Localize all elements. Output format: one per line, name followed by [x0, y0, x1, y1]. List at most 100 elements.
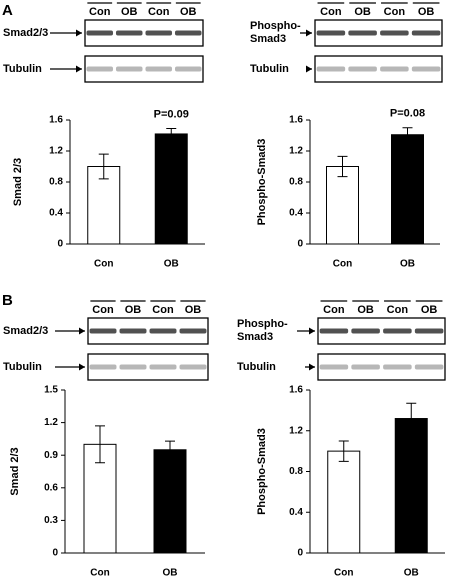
y-tick-label: 1.6 — [289, 385, 303, 396]
blot-row-label: Tubulin — [237, 360, 276, 373]
band — [380, 30, 409, 36]
y-tick-label: 1.6 — [289, 115, 303, 126]
y-tick-label: 0.4 — [289, 507, 303, 518]
band — [414, 364, 444, 370]
arrow-head — [76, 29, 82, 37]
blot-row-label: Smad2/3 — [3, 26, 49, 39]
band — [414, 328, 444, 334]
y-tick-label: 0.4 — [49, 208, 63, 219]
lane-label: OB — [121, 6, 138, 18]
band — [316, 66, 346, 72]
y-tick-label: 0.8 — [49, 177, 63, 188]
y-tick-label: 0 — [297, 239, 303, 250]
error-bar — [402, 127, 413, 143]
band — [119, 328, 147, 334]
lane-label: OB — [354, 6, 371, 18]
annotation: P=0.08 — [390, 108, 425, 120]
lane-label: Con — [92, 304, 114, 316]
bar — [391, 134, 424, 245]
y-tick-label: 1.2 — [289, 425, 303, 436]
band — [145, 30, 173, 36]
band — [319, 328, 349, 334]
lane-label: OB — [185, 304, 202, 316]
lane-label: OB — [125, 304, 142, 316]
arrow-head — [79, 363, 85, 371]
arrow-head — [79, 327, 85, 335]
x-tick-label: Con — [90, 568, 109, 578]
annotation: P=0.09 — [154, 108, 189, 120]
lane-label: Con — [387, 304, 409, 316]
band — [119, 364, 147, 370]
x-tick-label: OB — [404, 568, 419, 578]
blot-row-label: Phospho-Smad3 — [237, 318, 288, 343]
x-tick-label: Con — [334, 568, 353, 578]
band — [348, 30, 377, 36]
band — [316, 30, 346, 36]
band — [380, 66, 409, 72]
y-tick-label: 0 — [297, 548, 303, 559]
lane-label: Con — [152, 304, 174, 316]
error-bar — [165, 440, 175, 459]
y-tick-label: 0.6 — [44, 482, 58, 493]
y-tick-label: 1.2 — [44, 417, 58, 428]
bar — [153, 449, 187, 554]
band — [86, 30, 114, 36]
error-bar — [337, 155, 348, 178]
blot-row-label: Smad2/3 — [3, 324, 49, 337]
band — [383, 328, 412, 334]
band — [115, 30, 143, 36]
error-bar — [95, 425, 105, 464]
arrow-head — [309, 327, 315, 335]
band — [174, 66, 202, 72]
band — [179, 364, 207, 370]
lane-label: Con — [89, 6, 111, 18]
bar — [154, 133, 188, 245]
y-tick-label: 0 — [57, 239, 63, 250]
y-tick-label: 0 — [52, 548, 58, 559]
y-axis-label: Smad 2/3 — [12, 158, 24, 206]
x-tick-label: OB — [164, 259, 179, 270]
band — [351, 328, 380, 334]
y-tick-label: 1.6 — [49, 115, 63, 126]
band — [348, 66, 377, 72]
arrow-head — [306, 29, 312, 37]
y-tick-label: 0.3 — [44, 515, 58, 526]
band — [174, 30, 202, 36]
band — [89, 328, 117, 334]
panel-label: A — [2, 2, 13, 19]
error-bar — [98, 153, 109, 180]
band — [145, 66, 173, 72]
x-tick-label: Con — [333, 259, 352, 270]
x-tick-label: OB — [163, 568, 178, 578]
blot-row-label: Tubulin — [3, 62, 42, 75]
band — [115, 66, 143, 72]
y-tick-label: 0.8 — [289, 177, 303, 188]
arrow-head — [306, 65, 312, 73]
panel-label: B — [2, 292, 13, 309]
y-tick-label: 1.2 — [289, 146, 303, 157]
blot-row-label: Phospho-Smad3 — [250, 20, 301, 45]
lane-label: OB — [357, 304, 374, 316]
error-bar — [338, 440, 349, 462]
blot-row-label: Tubulin — [250, 62, 289, 75]
arrow-head — [76, 65, 82, 73]
bar — [87, 166, 121, 245]
band — [86, 66, 114, 72]
y-axis-label: Smad 2/3 — [9, 447, 21, 495]
error-bar — [166, 128, 177, 140]
band — [351, 364, 380, 370]
y-tick-label: 0.9 — [44, 450, 58, 461]
error-bar — [406, 402, 417, 435]
arrow-head — [309, 363, 315, 371]
bar — [326, 166, 359, 245]
band — [411, 30, 441, 36]
band — [89, 364, 117, 370]
lane-label: Con — [320, 6, 342, 18]
lane-label: Con — [384, 6, 406, 18]
y-tick-label: 1.5 — [44, 385, 58, 396]
lane-label: OB — [421, 304, 438, 316]
lane-label: OB — [418, 6, 435, 18]
y-axis-label: Phospho-Smad3 — [256, 139, 268, 226]
